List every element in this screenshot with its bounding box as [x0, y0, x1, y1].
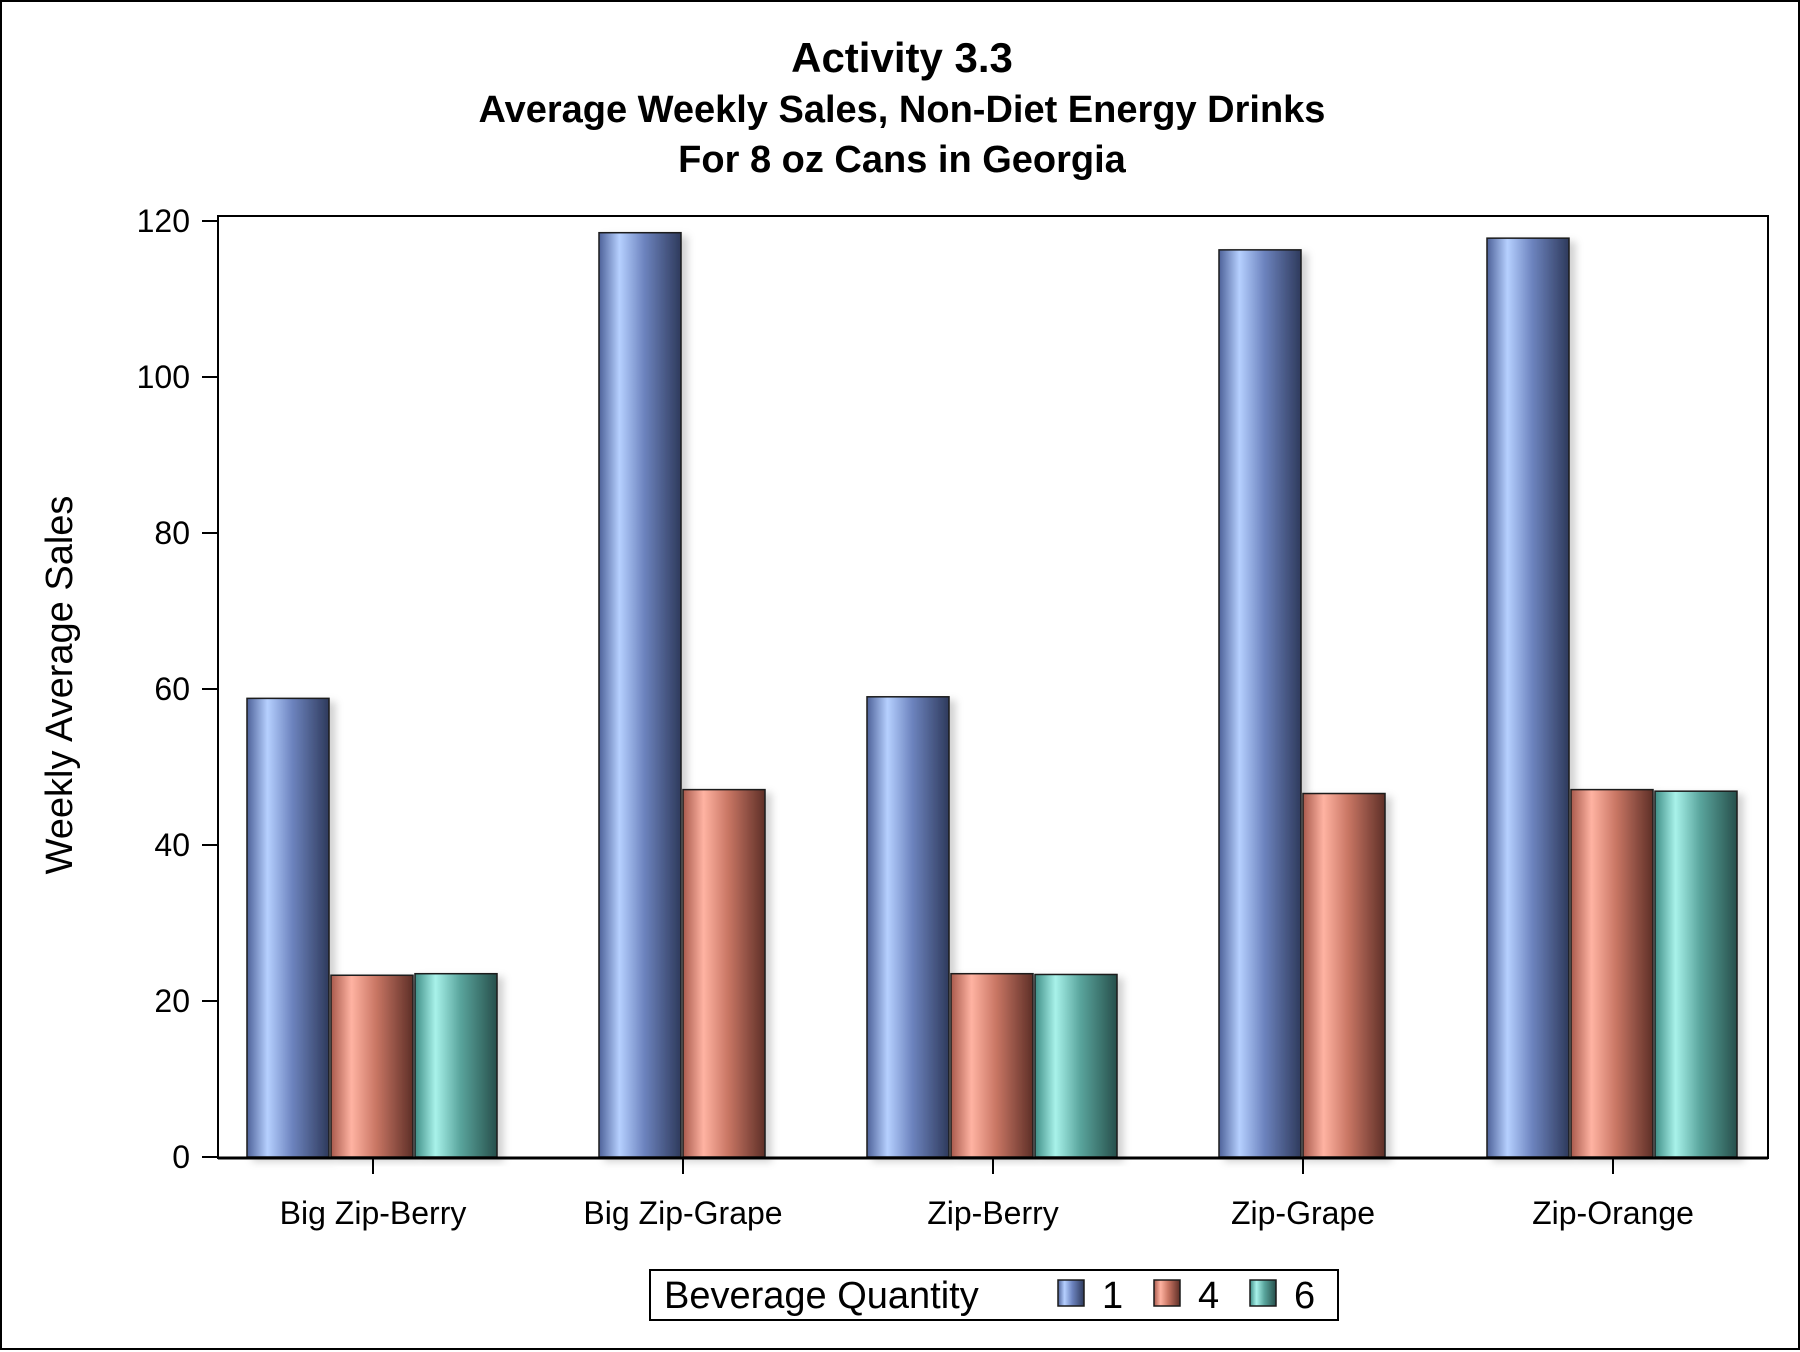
bar-zip-orange-qty-4: [1570, 788, 1654, 1158]
y-tick-label: 120: [137, 203, 190, 239]
legend-label-6: 6: [1294, 1275, 1315, 1317]
x-tick-label: Big Zip-Grape: [583, 1195, 782, 1231]
chart-subtitle-line-2: For 8 oz Cans in Georgia: [678, 139, 1126, 181]
bar-zip-grape-qty-4: [1302, 792, 1386, 1158]
bar-big-zip-berry-qty-6: [414, 972, 498, 1158]
y-axis-label: Weekly Average Sales: [39, 496, 81, 875]
x-axis: Big Zip-Berry Big Zip-Grape Zip-Berry Zip-G…: [280, 1158, 1694, 1231]
bar-big-zip-grape-qty-4: [682, 788, 766, 1158]
chart-title: Activity 3.3: [791, 34, 1013, 81]
legend-swatch-6: [1249, 1279, 1277, 1307]
legend-label-4: 4: [1198, 1275, 1219, 1317]
y-tick-label: 20: [154, 983, 190, 1019]
y-tick-label: 100: [137, 359, 190, 395]
bar-big-zip-berry-qty-4: [330, 974, 414, 1158]
bar-zip-grape-qty-1: [1218, 249, 1302, 1158]
bar-zip-orange-qty-1: [1486, 237, 1570, 1158]
legend-label-1: 1: [1102, 1275, 1123, 1317]
bar-zip-orange-qty-6: [1654, 790, 1738, 1158]
bar-zip-berry-qty-6: [1034, 973, 1118, 1158]
bar-big-zip-grape-qty-1: [598, 231, 682, 1158]
x-tick-label: Zip-Orange: [1532, 1195, 1694, 1231]
bar-big-zip-berry-qty-1: [246, 697, 330, 1158]
y-tick-label: 40: [154, 827, 190, 863]
x-tick-label: Zip-Grape: [1231, 1195, 1375, 1231]
legend: Beverage Quantity 1 4 6: [649, 1269, 1339, 1321]
legend-swatch-4: [1153, 1279, 1181, 1307]
legend-swatch-1: [1057, 1279, 1085, 1307]
y-tick-label: 80: [154, 515, 190, 551]
x-tick-label: Big Zip-Berry: [280, 1195, 467, 1231]
legend-title: Beverage Quantity: [664, 1275, 979, 1317]
y-tick-label: 0: [172, 1139, 190, 1175]
x-tick-label: Zip-Berry: [927, 1195, 1059, 1231]
y-axis: 0 20 40 60 80 100 120: [137, 203, 218, 1175]
chart-subtitle-line-1: Average Weekly Sales, Non-Diet Energy Dr…: [479, 89, 1326, 131]
bar-zip-berry-qty-1: [866, 696, 950, 1158]
y-tick-label: 60: [154, 671, 190, 707]
bar-zip-berry-qty-4: [950, 972, 1034, 1158]
bars-group: [246, 231, 1738, 1158]
legend-box: [649, 1269, 1339, 1321]
